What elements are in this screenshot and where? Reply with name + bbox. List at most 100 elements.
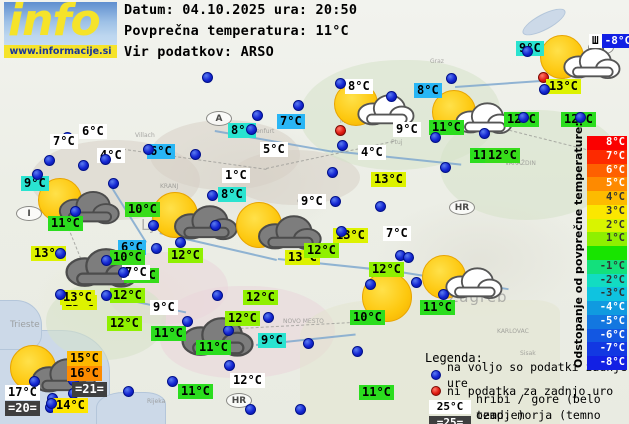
scale-cell-6: 2°C: [587, 218, 627, 233]
station-dot[interactable]: [123, 386, 134, 397]
station-dot[interactable]: [438, 289, 449, 300]
station-dot[interactable]: [365, 279, 376, 290]
station-dot[interactable]: [44, 155, 55, 166]
station-dot[interactable]: [167, 376, 178, 387]
station-dot[interactable]: [403, 252, 414, 263]
temperature-deviation-scale: Odstopanje od povprečne temperature: 8°C…: [571, 122, 629, 371]
cloud-icon: [445, 267, 503, 300]
temperature-label: 16°C: [67, 366, 102, 381]
station-dot[interactable]: [386, 91, 397, 102]
station-dot-no-data[interactable]: [538, 72, 549, 83]
temperature-label: 11°C: [48, 216, 83, 231]
station-dot[interactable]: [330, 196, 341, 207]
station-dot[interactable]: [223, 325, 234, 336]
station-dot[interactable]: [151, 243, 162, 254]
site-logo[interactable]: info www.informacije.si: [4, 2, 117, 58]
scale-cell-11: -3°C: [587, 287, 627, 302]
station-dot[interactable]: [101, 290, 112, 301]
station-dot[interactable]: [336, 226, 347, 237]
station-dot[interactable]: [55, 289, 66, 300]
station-dot[interactable]: [245, 404, 256, 415]
station-dot[interactable]: [210, 220, 221, 231]
station-dot[interactable]: [479, 128, 490, 139]
station-dot[interactable]: [100, 154, 111, 165]
country-code-a: A: [206, 111, 232, 126]
logo-wordmark: info: [8, 2, 101, 46]
scale-cell-9: -1°C: [587, 259, 627, 274]
scale-cell-12: -4°C: [587, 301, 627, 315]
legend-row-text: hribi / gore (belo ozadje): [476, 392, 601, 422]
station-dot[interactable]: [143, 144, 154, 155]
weather-icon-sun-cloud: [236, 202, 322, 254]
scale-cell-1: 7°C: [587, 149, 627, 164]
station-dot[interactable]: [327, 167, 338, 178]
legend-hill-chip: 25°C: [429, 400, 471, 414]
station-dot[interactable]: [101, 255, 112, 266]
station-dot[interactable]: [29, 376, 40, 387]
station-dot[interactable]: [32, 169, 43, 180]
temperature-label: 10°C: [125, 202, 160, 217]
scale-cell-0: 8°C: [587, 136, 627, 150]
header-data-source: Vir podatkov: ARSO: [124, 44, 274, 60]
station-dot[interactable]: [440, 162, 451, 173]
station-dot[interactable]: [46, 398, 57, 409]
country-code-hr: HR: [226, 393, 252, 408]
temperature-label: 12°C: [110, 288, 145, 303]
station-dot[interactable]: [175, 237, 186, 248]
temperature-label: 13°C: [371, 172, 406, 187]
station-dot[interactable]: [518, 112, 529, 123]
station-dot[interactable]: [252, 110, 263, 121]
station-dot[interactable]: [78, 160, 89, 171]
station-dot[interactable]: [539, 84, 550, 95]
temperature-label: 7°C: [383, 226, 411, 241]
temperature-label: 7°C: [122, 265, 150, 280]
station-dot-no-data[interactable]: [335, 125, 346, 136]
station-dot[interactable]: [224, 360, 235, 371]
temperature-label: 17°C: [5, 385, 40, 400]
station-dot[interactable]: [522, 46, 533, 57]
cloud-icon: [258, 215, 322, 251]
station-dot[interactable]: [295, 404, 306, 415]
temperature-label: 9°C: [150, 300, 178, 315]
scale-cell-4: 4°C: [587, 191, 627, 205]
station-dot[interactable]: [207, 190, 218, 201]
scale-top-marker: Ш -8°C: [589, 34, 629, 48]
scale-cell-7: 1°C: [587, 232, 627, 247]
cloud-icon: [174, 205, 238, 241]
station-dot[interactable]: [335, 78, 346, 89]
scale-cell-16: -8°C: [587, 356, 627, 371]
station-dot[interactable]: [190, 149, 201, 160]
station-dot[interactable]: [246, 124, 257, 135]
station-dot[interactable]: [430, 132, 441, 143]
station-dot[interactable]: [375, 201, 386, 212]
legend-title: Legenda:: [425, 351, 483, 365]
legend-red-dot-icon: [431, 386, 441, 396]
scale-gradient-bar: 8°C 7°C 6°C 5°C 4°C 3°C 2°C 1°C -1°C -2°C -3°C -4°C…: [587, 136, 627, 371]
legend-row-text: ni podatka za zadnjo uro: [447, 384, 614, 398]
temperature-label: 8°C: [218, 187, 246, 202]
station-dot[interactable]: [575, 112, 586, 123]
station-dot[interactable]: [212, 290, 223, 301]
station-dot[interactable]: [337, 140, 348, 151]
scale-marker-glyph: Ш: [589, 34, 602, 48]
station-dot[interactable]: [108, 178, 119, 189]
station-dot[interactable]: [263, 312, 274, 323]
legend-blue-dot-icon: [431, 370, 441, 380]
station-dot[interactable]: [118, 267, 129, 278]
station-dot[interactable]: [293, 100, 304, 111]
legend-row-text: temp. morja (temno ozadje): [476, 408, 601, 422]
station-dot[interactable]: [303, 338, 314, 349]
station-dot[interactable]: [70, 206, 81, 217]
scale-title: Odstopanje od povprečne temperature:: [572, 122, 585, 368]
cloud-icon: [455, 102, 513, 135]
station-dot[interactable]: [148, 220, 159, 231]
temperature-label: =20=: [5, 401, 40, 416]
station-dot[interactable]: [182, 316, 193, 327]
station-dot[interactable]: [411, 277, 422, 288]
station-dot[interactable]: [446, 73, 457, 84]
station-dot[interactable]: [202, 72, 213, 83]
station-dot[interactable]: [55, 248, 66, 259]
temperature-label: 13°C: [546, 79, 581, 94]
station-dot[interactable]: [352, 346, 363, 357]
